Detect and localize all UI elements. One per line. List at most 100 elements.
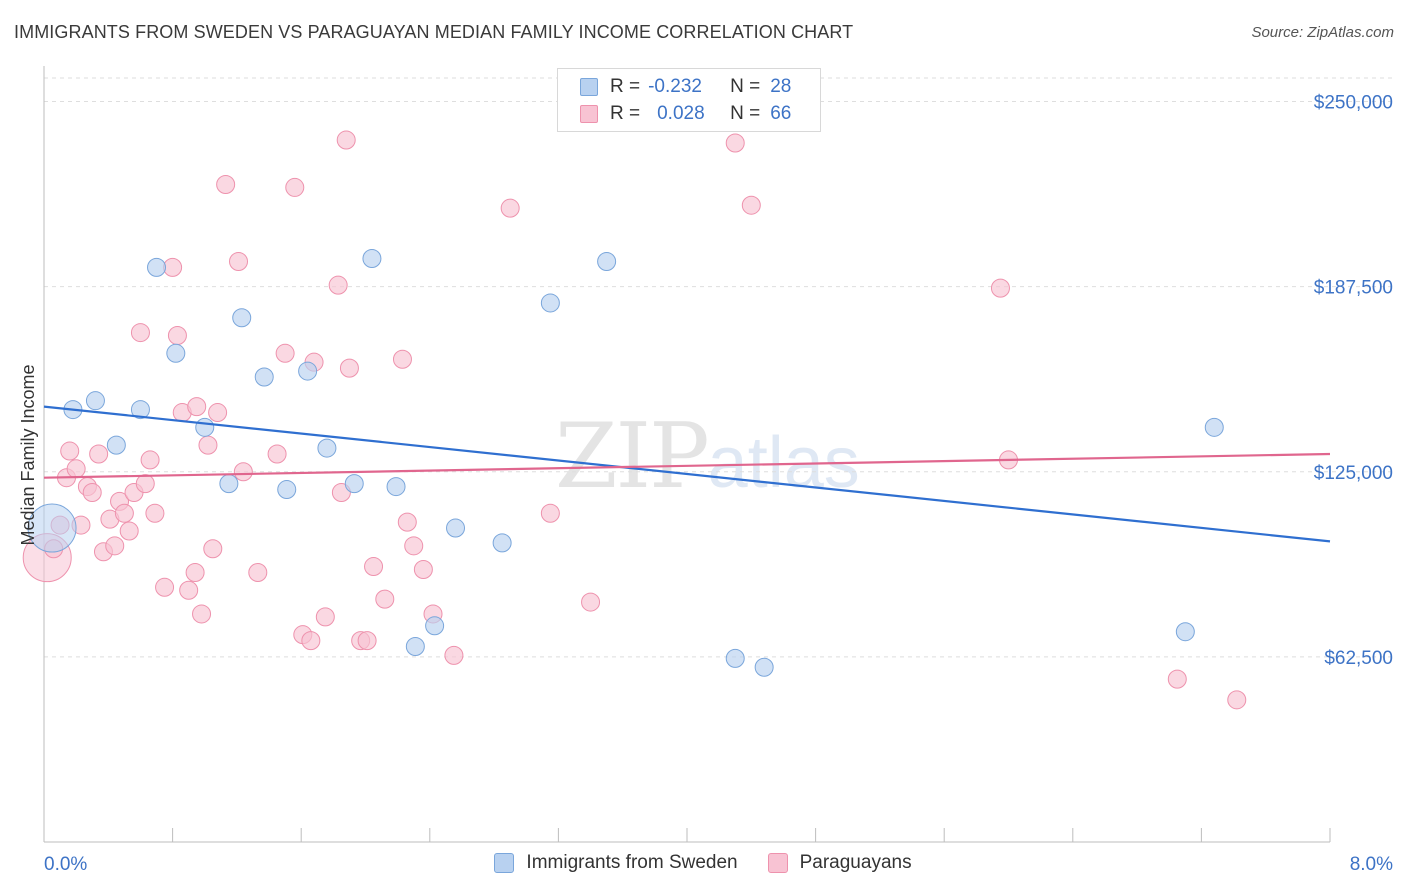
- sweden-point: [195, 417, 215, 437]
- paraguayans-point: [315, 607, 335, 627]
- stats-row-sweden: R = -0.232 N = 28: [558, 74, 791, 100]
- paraguayans-point: [540, 503, 560, 523]
- sweden-point: [277, 480, 297, 500]
- legend-item-sweden[interactable]: Immigrants from Sweden: [494, 852, 738, 874]
- y-tick-label: $62,500: [1324, 648, 1393, 669]
- sweden-point: [1204, 417, 1224, 437]
- y-tick-label: $250,000: [1314, 93, 1393, 114]
- paraguayans-trend-line: [43, 452, 1331, 479]
- paraguayans-point: [375, 589, 395, 609]
- sweden-point: [405, 637, 425, 657]
- paraguayans-point: [413, 560, 433, 580]
- r-label: R =: [610, 76, 641, 97]
- sweden-point: [254, 367, 274, 387]
- paraguayans-point: [167, 326, 187, 346]
- legend-label-sweden: Immigrants from Sweden: [526, 852, 738, 873]
- x-tick-label: 8.0%: [1350, 854, 1393, 875]
- grid-layer: [44, 77, 1394, 658]
- sweden-point: [85, 391, 105, 411]
- y-tick-label: $187,500: [1314, 278, 1393, 299]
- paraguayans-point: [105, 536, 125, 556]
- paraguayans-point: [328, 275, 348, 295]
- axis-labels: $62,500 $125,000 $187,500 $250,000 0.0% 8.0% M…: [18, 93, 1393, 875]
- sweden-point: [166, 343, 186, 363]
- source-label: Source: ZipAtlas.com: [1251, 24, 1394, 41]
- paraguayans-point: [285, 177, 305, 197]
- sweden-n-value: 28: [770, 76, 792, 97]
- sweden-point: [27, 503, 77, 553]
- paraguayans-point: [130, 323, 150, 343]
- r-label: R =: [610, 103, 641, 124]
- paraguayans-point: [155, 577, 175, 597]
- paraguayans-point: [1227, 690, 1247, 710]
- paraguayans-point: [135, 474, 155, 494]
- paraguayans-point: [89, 444, 109, 464]
- sweden-point: [344, 474, 364, 494]
- paraguayans-point: [185, 562, 205, 582]
- paraguayans-point: [725, 133, 745, 153]
- sweden-points: [27, 249, 1224, 677]
- paraguayans-point: [229, 251, 249, 271]
- paraguayans-point: [233, 462, 253, 482]
- paraguayans-point: [82, 483, 102, 503]
- sweden-point: [130, 400, 150, 420]
- sweden-point: [232, 308, 252, 328]
- sweden-point: [362, 249, 382, 269]
- sweden-point: [147, 257, 167, 277]
- paraguayans-point: [357, 631, 377, 651]
- sweden-point: [725, 648, 745, 668]
- paraguayans-point: [444, 645, 464, 665]
- stats-row-paraguayans: R = 0.028 N = 66: [558, 101, 791, 127]
- paraguayans-point: [163, 257, 183, 277]
- sweden-point: [597, 251, 617, 271]
- sweden-point: [219, 474, 239, 494]
- sweden-point: [540, 293, 560, 313]
- y-axis-title: Median Family Income: [18, 364, 38, 545]
- paraguayans-n-value: 66: [770, 103, 792, 124]
- paraguayans-point: [364, 557, 384, 577]
- paraguayans-point: [203, 539, 223, 559]
- n-label: N =: [730, 103, 761, 124]
- paraguayans-points: [22, 130, 1247, 710]
- x-tick-label: 0.0%: [44, 854, 87, 875]
- paraguayans-point: [119, 521, 139, 541]
- paraguayans-point: [216, 174, 236, 194]
- stats-box: R = -0.232 N = 28 R = 0.028 N = 66: [557, 68, 821, 132]
- axis-layer: [43, 66, 1331, 843]
- sweden-point: [754, 657, 774, 677]
- sweden-point: [492, 533, 512, 553]
- sweden-point: [425, 616, 445, 636]
- watermark-zip: ZIP: [555, 404, 710, 509]
- paraguayans-point: [208, 403, 228, 423]
- paraguayans-swatch: [580, 105, 598, 123]
- sweden-swatch: [580, 78, 598, 96]
- y-tick-label: $125,000: [1314, 463, 1393, 484]
- paraguayans-point: [267, 444, 287, 464]
- trend-lines: [43, 405, 1331, 543]
- paraguayans-point: [275, 343, 295, 363]
- paraguayans-point: [404, 536, 424, 556]
- paraguayans-point: [990, 278, 1010, 298]
- paraguayans-point: [1167, 669, 1187, 689]
- paraguayans-point: [397, 512, 417, 532]
- paraguayans-point: [140, 450, 160, 470]
- paraguayans-legend-swatch: [767, 853, 788, 873]
- paraguayans-point: [301, 631, 321, 651]
- paraguayans-point: [198, 435, 218, 455]
- paraguayans-point: [392, 349, 412, 369]
- sweden-trend-line: [43, 405, 1331, 543]
- paraguayans-point: [66, 459, 86, 479]
- paraguayans-point: [248, 562, 268, 582]
- paraguayans-point: [60, 441, 80, 461]
- legend: Immigrants from Sweden Paraguayans: [0, 852, 1406, 874]
- paraguayans-point: [145, 503, 165, 523]
- paraguayans-point: [192, 604, 212, 624]
- paraguayans-point: [114, 503, 134, 523]
- chart-title: IMMIGRANTS FROM SWEDEN VS PARAGUAYAN MED…: [14, 22, 854, 42]
- sweden-point: [386, 477, 406, 497]
- legend-item-paraguayans[interactable]: Paraguayans: [767, 852, 912, 874]
- paraguayans-point: [339, 358, 359, 378]
- legend-label-paraguayans: Paraguayans: [799, 852, 912, 873]
- sweden-legend-swatch: [494, 853, 515, 873]
